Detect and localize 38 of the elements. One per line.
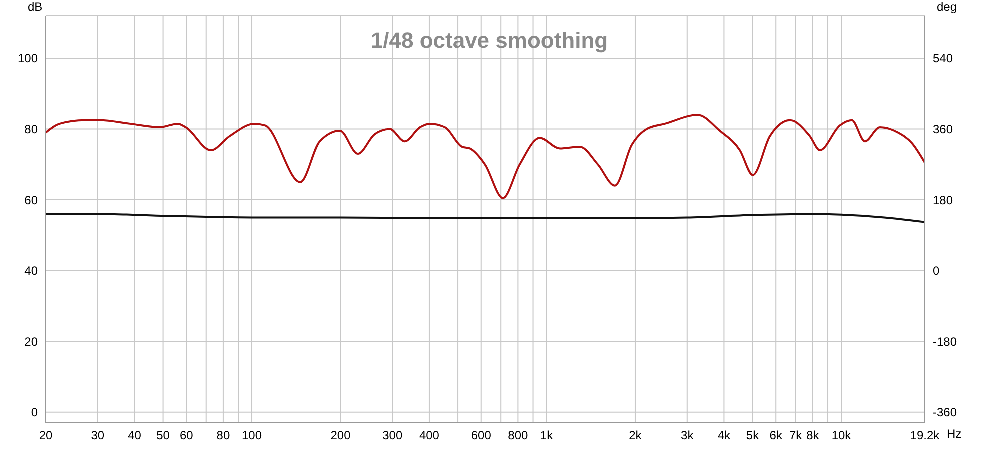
y2-tick-label: 180 [933,193,954,208]
y2-tick-label: 360 [933,122,954,137]
x-tick-label: 3k [681,428,695,443]
x-tick-label: 100 [242,428,262,443]
x-tick-label: 20 [39,428,53,443]
x-tick-label: 600 [471,428,492,443]
x-tick-label: 4k [718,428,732,443]
y-tick-label: 60 [24,193,38,208]
x-tick-label: 6k [770,428,784,443]
y-axis-title: dB [28,0,43,14]
x-tick-label: 5k [746,428,760,443]
x-tick-label: 80 [216,428,230,443]
x-tick-label: 10k [832,428,852,443]
x-tick-label: 200 [330,428,352,443]
y-tick-label: 0 [31,406,38,420]
x-tick-label: 50 [156,428,170,443]
y2-tick-label: 0 [933,264,940,278]
x-tick-label: 40 [128,428,142,443]
x-tick-label: 30 [91,428,105,443]
x-tick-label: 8k [806,428,820,443]
x-tick-label: 300 [382,428,403,443]
x-tick-label: 1k [540,428,554,443]
y-tick-label: 20 [24,334,38,349]
y-tick-label: 100 [18,52,38,66]
text: 1/48 octave smoothing [370,28,610,54]
x-axis-title: Hz [947,427,962,441]
x-tick-label: 60 [180,428,194,443]
x-tick-label: 800 [508,428,529,443]
y2-tick-label: -180 [933,334,958,349]
x-tick-label: 400 [419,428,440,443]
x-tick-label: 2k [629,428,643,443]
y-tick-label: 40 [24,264,38,278]
y2-axis-title: deg [937,0,958,14]
y2-tick-label: 540 [933,52,954,66]
x-tick-label: 19.2k [910,428,941,443]
x-tick-label: 7k [790,428,804,443]
y-tick-label: 80 [24,122,38,137]
y2-tick-label: -360 [933,406,958,420]
